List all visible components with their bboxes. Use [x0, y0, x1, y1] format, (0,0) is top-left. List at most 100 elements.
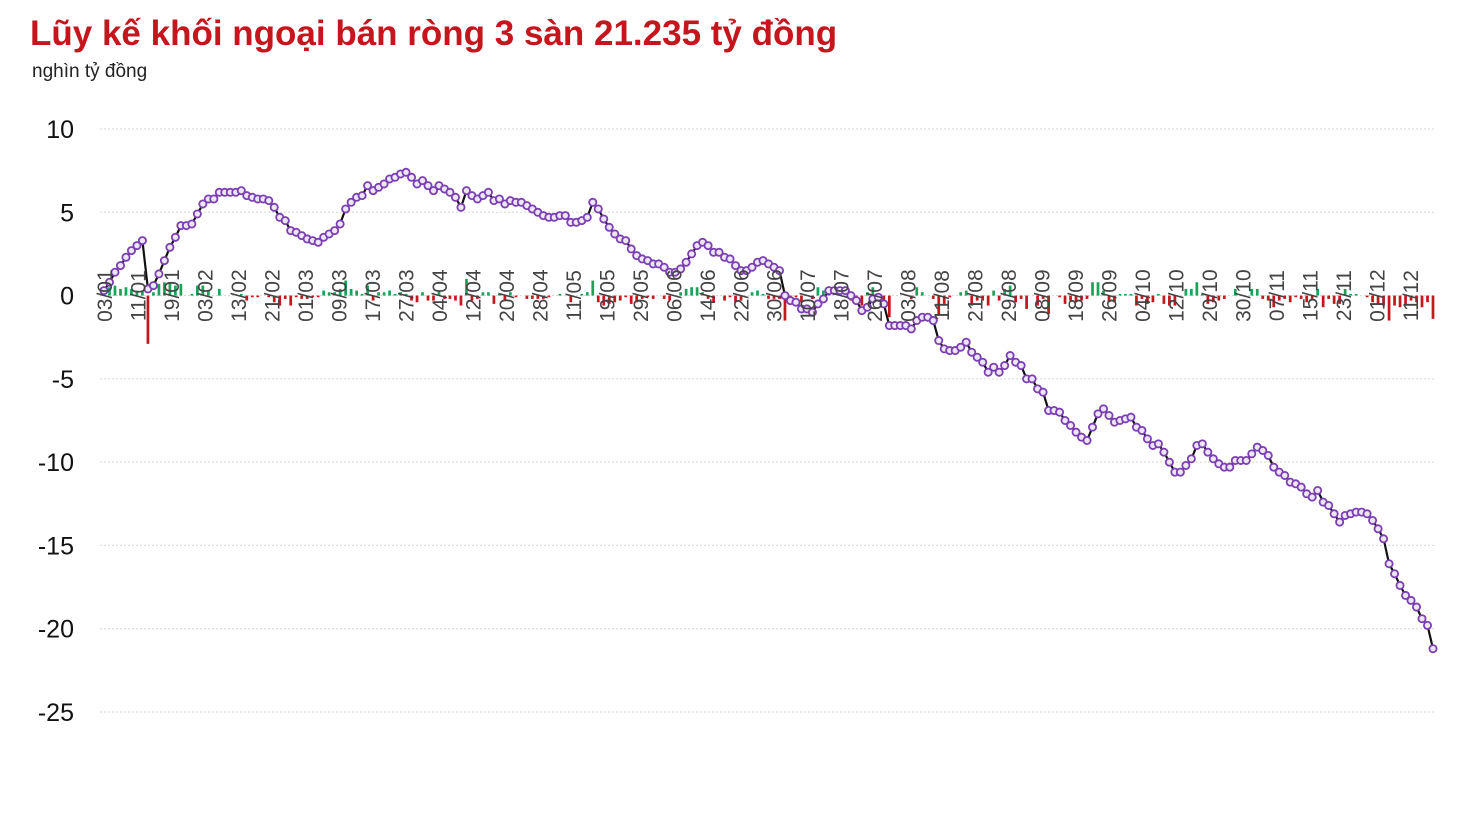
daily-net-bar [1217, 295, 1221, 301]
daily-net-bar [503, 295, 507, 301]
daily-net-bar [141, 290, 144, 296]
daily-net-bar [426, 295, 430, 301]
daily-net-bar [772, 295, 776, 299]
daily-net-bar [1140, 295, 1144, 299]
daily-net-bar [695, 287, 699, 296]
daily-net-bar [371, 295, 375, 301]
daily-net-bar [1415, 295, 1418, 303]
data-point [1412, 602, 1422, 612]
data-point [1362, 509, 1372, 519]
daily-net-bar [338, 288, 342, 296]
daily-net-bar [470, 295, 474, 301]
data-point [126, 246, 136, 256]
daily-net-bar [684, 288, 688, 296]
daily-net-bar [443, 295, 446, 299]
data-point [1164, 457, 1174, 467]
data-point [165, 242, 175, 252]
data-point [148, 281, 158, 291]
x-tick-label: 12/10 [1166, 269, 1189, 322]
daily-net-bar [300, 295, 304, 299]
daily-net-bar [393, 293, 397, 296]
data-point [1055, 407, 1065, 417]
daily-net-bar [152, 292, 155, 296]
data-point [621, 236, 631, 246]
x-tick-label: 11/12 [1400, 270, 1423, 321]
data-point [1126, 412, 1136, 422]
daily-net-bar [454, 295, 457, 301]
daily-net-bar [530, 295, 534, 299]
daily-net-bar [767, 295, 770, 299]
daily-net-bar [272, 295, 276, 303]
x-tick-label: 21/02 [261, 269, 284, 322]
data-point [731, 261, 741, 271]
daily-net-bar [1008, 285, 1012, 296]
daily-net-bar [1124, 293, 1127, 296]
data-point [170, 232, 180, 242]
y-tick-label: -20 [38, 616, 74, 644]
data-point [1208, 454, 1218, 464]
daily-net-bar [1014, 295, 1017, 303]
daily-net-bar [1113, 295, 1116, 303]
data-point [1296, 482, 1306, 492]
data-point [681, 257, 691, 267]
daily-net-bar [1310, 295, 1314, 299]
data-point [1329, 509, 1339, 519]
daily-net-bar [190, 293, 194, 296]
daily-net-bar [635, 295, 639, 303]
data-point [483, 187, 493, 197]
daily-net-bar [1393, 295, 1396, 306]
data-point [280, 216, 290, 226]
data-point [1307, 492, 1317, 502]
data-point [1038, 387, 1048, 397]
daily-net-bar [887, 295, 891, 318]
daily-net-bar [289, 295, 293, 306]
daily-net-bar [366, 285, 369, 296]
data-point [418, 176, 428, 186]
data-point [879, 299, 889, 309]
x-tick-label: 29/05 [630, 269, 653, 322]
x-tick-label: 19/01 [161, 269, 184, 322]
data-point [791, 297, 801, 307]
daily-net-bar [1420, 295, 1424, 308]
data-point [1137, 425, 1147, 435]
data-point [461, 186, 471, 196]
daily-net-bar [1431, 295, 1435, 319]
data-point [1082, 435, 1092, 445]
daily-net-bar [640, 295, 644, 299]
daily-net-bar [163, 282, 166, 296]
y-axis-ticks: 10 5 0 -5 -10 -15 -20 -25 [38, 116, 74, 727]
daily-net-bar [1327, 295, 1331, 299]
data-point [330, 226, 340, 236]
data-point [983, 367, 993, 377]
daily-net-bar [1074, 295, 1078, 303]
daily-net-bar [959, 292, 963, 296]
daily-net-bar [1321, 295, 1325, 308]
data-point [676, 264, 686, 274]
x-tick-label: 27/03 [395, 269, 418, 322]
x-tick-label: 15/11 [1300, 270, 1323, 321]
daily-net-bar [410, 295, 413, 301]
data-point [429, 186, 439, 196]
data-point [313, 237, 323, 247]
daily-net-bar [1266, 295, 1270, 301]
daily-net-bar [113, 285, 117, 296]
daily-net-bar [322, 290, 326, 296]
daily-net-bar [349, 288, 353, 296]
daily-net-bar [1211, 295, 1215, 303]
daily-net-bar [1102, 290, 1105, 296]
daily-net-bar [1162, 295, 1166, 304]
daily-net-bar [1058, 295, 1061, 298]
daily-net-bar [1261, 295, 1265, 299]
daily-net-bar [624, 295, 628, 298]
daily-net-bar [1376, 295, 1380, 304]
data-point [1027, 374, 1037, 384]
data-point [1313, 485, 1323, 495]
data-point [198, 199, 208, 209]
data-point [1247, 449, 1257, 459]
daily-net-bar [481, 292, 485, 296]
data-point [1066, 420, 1076, 430]
x-tick-label: 26/09 [1099, 269, 1122, 322]
daily-net-bar [536, 295, 540, 299]
daily-net-bar [822, 290, 825, 296]
daily-net-bar [909, 295, 913, 299]
